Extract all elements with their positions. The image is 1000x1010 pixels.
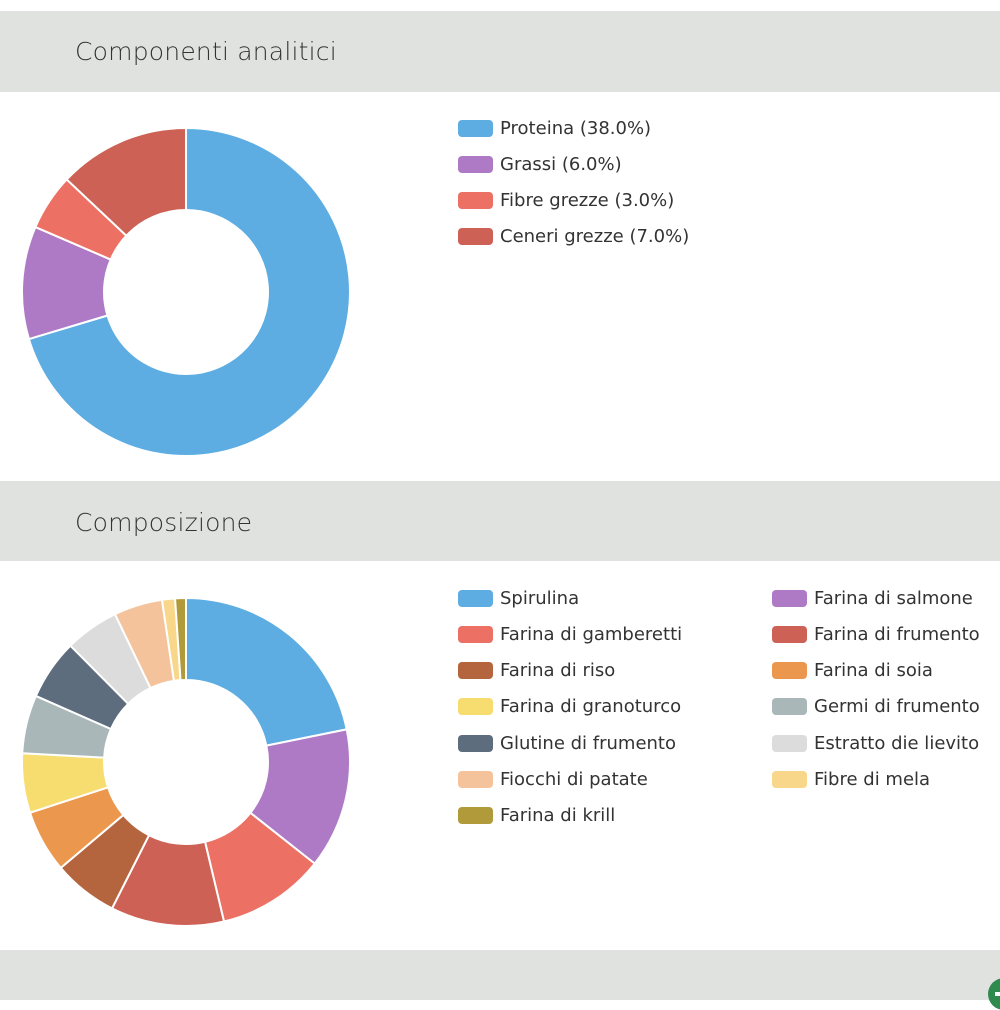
legend-item-1-12[interactable]: Farina di krill — [458, 802, 615, 830]
legend-label: Grassi (6.0%) — [500, 153, 622, 175]
legend-label: Spirulina — [500, 587, 580, 609]
legend-item-1-3[interactable]: Farina di frumento — [772, 620, 980, 648]
legend-swatch — [772, 625, 807, 643]
legend-swatch — [458, 771, 493, 788]
legend-item-1-11[interactable]: Fibre di mela — [772, 766, 930, 794]
legend-item-0-0[interactable]: Proteina (38.0%) — [458, 114, 651, 142]
legend-label: Farina di soia — [814, 660, 933, 682]
legend-label: Fibre grezze (3.0%) — [500, 190, 675, 212]
legend-swatch — [772, 589, 807, 607]
legend-swatch — [772, 771, 807, 788]
legend-label: Germi di frumento — [814, 696, 980, 718]
legend-label: Proteina (38.0%) — [500, 117, 652, 139]
legend-item-1-6[interactable]: Farina di granoturco — [458, 693, 681, 721]
legend-item-1-0[interactable]: Spirulina — [458, 584, 579, 612]
legend-item-1-9[interactable]: Estratto die lievito — [772, 729, 979, 757]
legend-swatch — [458, 662, 493, 680]
legend-label: Farina di krill — [500, 805, 616, 827]
legend-item-0-1[interactable]: Grassi (6.0%) — [458, 150, 622, 178]
composition-donut-chart — [21, 596, 351, 927]
donut-slice-0-0[interactable] — [27, 126, 351, 457]
legend-swatch — [772, 698, 807, 716]
legend-label: Fiocchi di patate — [500, 769, 648, 790]
legend-item-1-1[interactable]: Farina di salmone — [772, 584, 973, 612]
donut-slice-1-0[interactable] — [185, 596, 348, 747]
analytic-donut-chart — [21, 126, 351, 457]
legend-label: Fibre di mela — [814, 769, 931, 790]
legend-item-1-4[interactable]: Farina di riso — [458, 657, 615, 685]
legend-swatch — [458, 119, 493, 137]
composition-header: Composizione — [0, 481, 1000, 561]
legend-item-0-3[interactable]: Ceneri grezze (7.0%) — [458, 223, 689, 251]
analytic-header: Componenti analitici — [0, 11, 1000, 92]
legend-label: Farina di gamberetti — [500, 623, 683, 645]
analytic-title: Componenti analitici — [75, 37, 337, 66]
legend-item-1-10[interactable]: Fiocchi di patate — [458, 766, 648, 794]
legend-label: Glutine di frumento — [500, 732, 677, 754]
legend-swatch — [458, 698, 493, 716]
composition-title: Composizione — [75, 508, 253, 537]
footer-band — [0, 950, 1000, 1000]
legend-label: Farina di riso — [500, 660, 616, 682]
legend-swatch — [772, 662, 807, 680]
legend-swatch — [458, 192, 493, 210]
legend-label: Farina di frumento — [814, 623, 980, 645]
legend-label: Estratto die lievito — [814, 732, 980, 754]
legend-swatch — [458, 625, 493, 643]
legend-item-1-2[interactable]: Farina di gamberetti — [458, 620, 682, 648]
legend-swatch — [458, 155, 493, 173]
legend-item-1-8[interactable]: Glutine di frumento — [458, 729, 676, 757]
legend-item-1-5[interactable]: Farina di soia — [772, 657, 933, 685]
legend-swatch — [458, 734, 493, 752]
legend-label: Farina di granoturco — [500, 696, 682, 718]
legend-swatch — [458, 589, 493, 607]
legend-swatch — [772, 734, 807, 752]
legend-label: Farina di salmone — [814, 587, 973, 609]
legend-swatch — [458, 807, 493, 825]
legend-label: Ceneri grezze (7.0%) — [500, 226, 690, 248]
donut-slice-1-12[interactable] — [173, 596, 187, 682]
donut-slice-0-3[interactable] — [65, 126, 187, 238]
legend-swatch — [458, 228, 493, 246]
legend-item-0-2[interactable]: Fibre grezze (3.0%) — [458, 187, 674, 215]
legend-item-1-7[interactable]: Germi di frumento — [772, 693, 980, 721]
